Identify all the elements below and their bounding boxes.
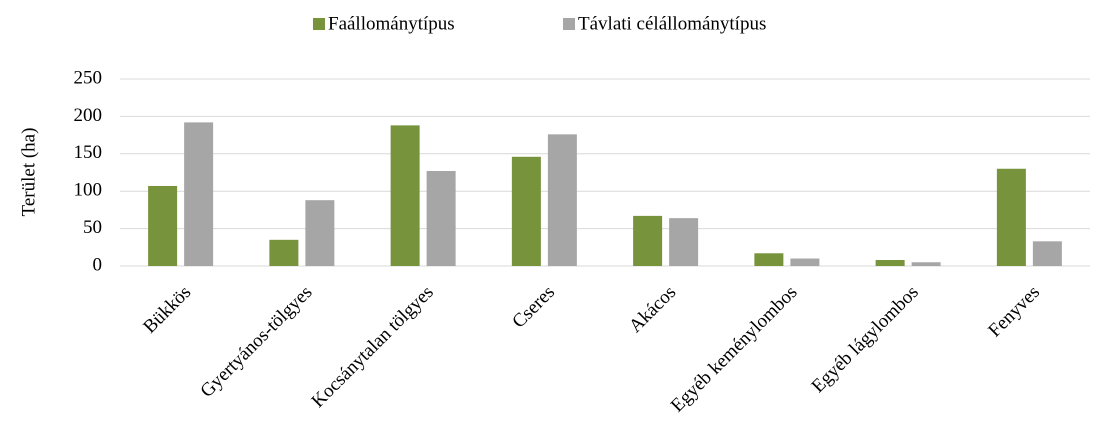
bar xyxy=(996,168,1026,266)
bar xyxy=(511,156,541,266)
y-tick-label: 150 xyxy=(74,142,103,163)
x-tick-label: Kocsánytalan tölgyes xyxy=(308,282,438,412)
legend-swatch xyxy=(313,18,325,30)
bar xyxy=(305,200,335,266)
y-tick-label: 100 xyxy=(74,180,103,201)
x-tick-label: Cseres xyxy=(508,282,559,333)
bar xyxy=(269,239,299,266)
bar xyxy=(633,215,663,266)
bar xyxy=(790,258,820,266)
bar xyxy=(390,125,420,266)
bar xyxy=(547,134,577,266)
x-tick-label: Bükkös xyxy=(139,282,195,338)
bar xyxy=(148,185,178,266)
y-tick-label: 250 xyxy=(74,67,103,88)
bar xyxy=(875,260,905,266)
x-tick-label: Akácos xyxy=(625,282,680,337)
x-tick-label: Egyéb lágylombos xyxy=(808,282,923,397)
legend-swatch xyxy=(563,18,575,30)
x-tick-label: Fenyves xyxy=(984,282,1044,342)
bar xyxy=(1032,241,1062,266)
bar xyxy=(754,253,784,266)
bar xyxy=(911,262,941,266)
y-tick-label: 50 xyxy=(83,217,102,238)
bar xyxy=(669,218,699,266)
legend-label: Faállománytípus xyxy=(328,13,455,34)
y-tick-label: 200 xyxy=(74,105,103,126)
bar xyxy=(184,122,214,266)
legend-label: Távlati célállománytípus xyxy=(578,13,766,34)
x-tick-label: Egyéb keménylombos xyxy=(667,282,802,417)
y-axis-label: Terület (ha) xyxy=(18,128,39,217)
y-tick-label: 0 xyxy=(93,254,103,275)
bar xyxy=(426,171,456,266)
x-tick-label: Gyertyános-tölgyes xyxy=(196,282,316,402)
